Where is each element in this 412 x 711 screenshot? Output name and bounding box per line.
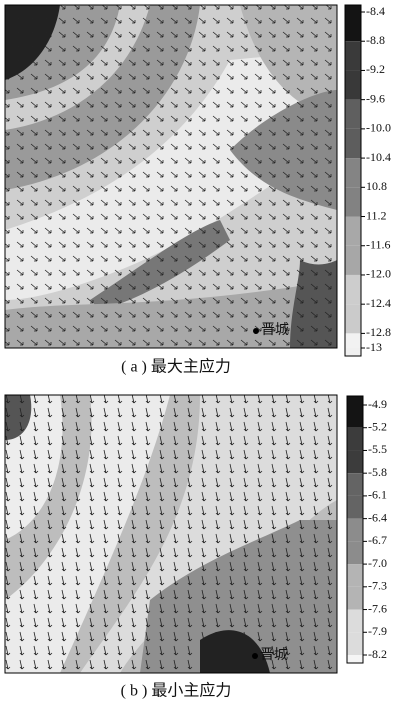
colorbar-band: [347, 610, 363, 633]
colorbar-tick-label: -4.9: [368, 397, 387, 411]
colorbar-band: [347, 541, 363, 564]
colorbar-band: [345, 187, 361, 216]
colorbar-band: [345, 41, 361, 70]
colorbar-band: [347, 450, 363, 473]
colorbar-tick-label: 11.2: [366, 208, 387, 222]
colorbar-tick-label: -13: [366, 340, 382, 354]
colorbar-band: [345, 304, 361, 333]
colorbar-band: [345, 348, 361, 356]
colorbar-tick-label: -7.6: [368, 601, 387, 615]
colorbar-band: [345, 70, 361, 99]
colorbar-band: [347, 396, 363, 428]
colorbar-band: [345, 129, 361, 158]
colorbar-band: [347, 564, 363, 587]
colorbar-tick-label: -11.6: [366, 237, 391, 251]
colorbar-band: [345, 100, 361, 129]
colorbar-tick-label: -12.4: [366, 296, 391, 310]
colorbar-tick-label: -8.8: [366, 33, 385, 47]
colorbar-band: [347, 519, 363, 542]
colorbar-tick-label: -10.0: [366, 121, 391, 135]
colorbar-band: [345, 5, 361, 41]
colorbar-band: [345, 246, 361, 275]
colorbar-tick-label: -6.7: [368, 533, 387, 547]
colorbar-tick-label: -5.5: [368, 442, 387, 456]
page: 晋城 晋城 ( a ) 最大主应力 ( b ) 最小主应力 -8.4 -8.8 -9…: [0, 0, 412, 706]
colorbar-band: [345, 333, 361, 348]
colorbar-tick-label: -12.0: [366, 267, 391, 281]
caption: ( b ) 最小主应力: [121, 681, 232, 700]
colorbar-tick-label: -5.8: [368, 465, 387, 479]
colorbar-band: [347, 496, 363, 519]
colorbar-tick-label: -8.2: [368, 647, 387, 661]
colorbar-tick-label: -5.2: [368, 419, 387, 433]
colorbar-band: [347, 587, 363, 610]
colorbar-tick-label: -6.1: [368, 488, 387, 502]
figure: 晋城 晋城 ( a ) 最大主应力 ( b ) 最小主应力 -8.4 -8.8 -9…: [0, 0, 412, 706]
colorbar-band: [347, 428, 363, 451]
map-b: 晋城: [5, 395, 337, 673]
colorbar-tick-label: -7.9: [368, 624, 387, 638]
colorbar-band: [345, 275, 361, 304]
colorbar-band: [345, 158, 361, 187]
colorbar-band: [347, 473, 363, 496]
colorbar-tick-label: -6.4: [368, 510, 387, 524]
caption: ( a ) 最大主应力: [121, 357, 231, 376]
map-a: 晋城: [5, 5, 337, 348]
colorbar-tick-label: -7.0: [368, 556, 387, 570]
colorbar-tick-label: -7.3: [368, 579, 387, 593]
colorbar-tick-label: -12.8: [366, 325, 391, 339]
colorbar-tick-label: -8.4: [366, 4, 385, 18]
colorbar-band: [347, 632, 363, 655]
city-label: 晋城: [261, 322, 289, 338]
colorbar-tick-label: -9.6: [366, 91, 385, 105]
colorbar-band: [347, 655, 363, 663]
colorbar-tick-label: -10.4: [366, 150, 391, 164]
colorbar-band: [345, 217, 361, 246]
colorbar-tick-label: -9.2: [366, 62, 385, 76]
city-label: 晋城: [260, 647, 288, 663]
colorbar-tick-label: 10.8: [366, 179, 387, 193]
